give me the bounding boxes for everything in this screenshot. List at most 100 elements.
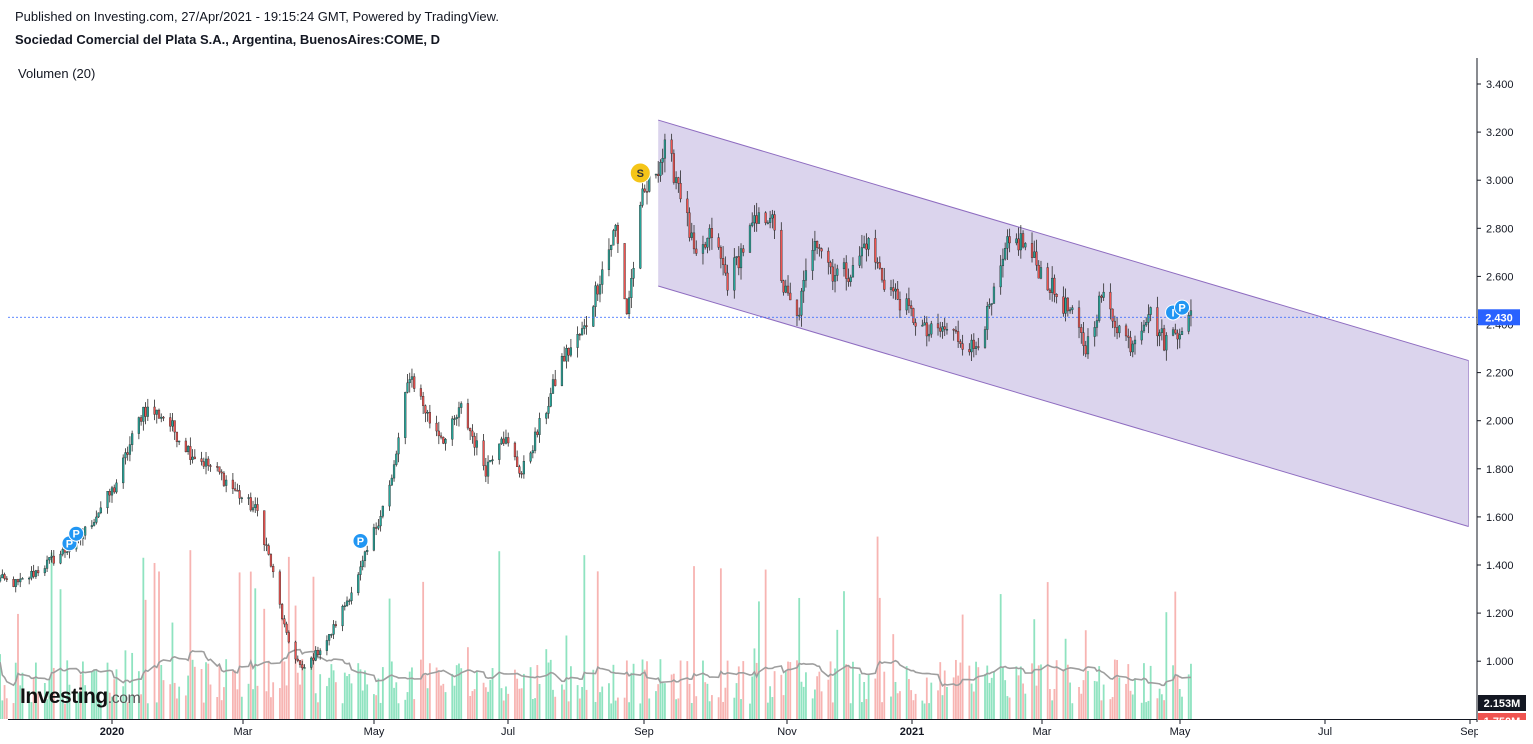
volume-bar: [1145, 702, 1148, 719]
volume-bar: [925, 677, 928, 719]
volume-bar: [97, 694, 100, 719]
candle: [357, 574, 360, 594]
candle: [312, 657, 315, 661]
candle: [157, 409, 161, 419]
candle: [1084, 345, 1087, 355]
candle: [0, 577, 2, 582]
volume-bar: [670, 674, 673, 719]
candle: [1102, 291, 1105, 298]
volume-bar: [923, 703, 926, 719]
marker-p-badge[interactable]: P: [1174, 299, 1191, 316]
volume-bar: [158, 571, 160, 719]
candle: [247, 497, 250, 499]
volume-bar: [111, 696, 113, 719]
volume-bar: [849, 703, 852, 719]
volume-bar: [440, 685, 442, 719]
volume-bar: [1156, 698, 1159, 719]
candle: [547, 405, 550, 414]
candle: [375, 527, 378, 529]
volume-bar: [946, 686, 948, 719]
candle: [193, 456, 196, 459]
x-tick-label: Sep: [1460, 726, 1480, 738]
candle: [757, 212, 761, 224]
volume-bar: [420, 659, 422, 719]
volume-bar: [155, 702, 158, 719]
candle: [753, 215, 756, 224]
volume-bar: [554, 696, 557, 719]
volume-bar: [1098, 666, 1101, 719]
volume-bar: [972, 691, 975, 719]
candle: [34, 570, 37, 577]
volume-bar: [314, 693, 317, 719]
volume-bar: [254, 588, 257, 719]
candle: [766, 222, 769, 224]
candle: [1093, 327, 1096, 337]
volume-bar: [19, 685, 22, 719]
candle: [889, 287, 893, 290]
candle: [225, 479, 228, 486]
y-tick-label: 2.200: [1486, 368, 1514, 380]
volume-bar: [724, 687, 727, 719]
candle: [1017, 238, 1020, 251]
volume-bar: [733, 697, 736, 719]
channel-upper-line[interactable]: [658, 119, 1469, 362]
candle: [679, 183, 682, 200]
candle: [316, 650, 320, 655]
volume-bar: [695, 696, 698, 719]
volume-bar: [1125, 683, 1127, 719]
volume-bar: [1031, 663, 1033, 719]
candle: [173, 420, 176, 433]
volume-bar: [491, 668, 494, 719]
volume-bar: [751, 676, 754, 719]
candle: [1071, 307, 1074, 310]
candle: [453, 418, 456, 420]
candle: [959, 341, 962, 344]
volume-bar: [270, 697, 272, 719]
marker-p-badge[interactable]: P: [68, 525, 85, 542]
candle: [90, 525, 93, 528]
volume-bar: [538, 684, 541, 719]
volume-bar: [1129, 690, 1132, 719]
volume-bar: [1040, 664, 1042, 719]
marker-p-badge[interactable]: P: [352, 532, 369, 549]
volume-bar: [1046, 582, 1049, 719]
candle: [1171, 329, 1175, 336]
candle: [905, 298, 908, 311]
candle: [708, 228, 711, 239]
x-tick-label: Nov: [777, 726, 797, 738]
candle: [1176, 332, 1179, 340]
volume-bar: [905, 666, 908, 719]
volume-bar: [990, 677, 993, 719]
volume-bar: [829, 661, 832, 719]
candle: [827, 250, 830, 263]
candle: [113, 487, 116, 493]
candle: [372, 527, 376, 551]
candle: [941, 326, 944, 332]
candle: [359, 566, 362, 575]
volume-bar: [1163, 700, 1165, 719]
channel-lower-line[interactable]: [658, 285, 1469, 527]
volume-bar: [1037, 665, 1040, 719]
volume-bar: [661, 683, 664, 719]
marker-s-badge[interactable]: S: [629, 162, 651, 184]
candle: [366, 550, 369, 552]
candle: [437, 430, 440, 437]
x-tick-label: Mar: [1033, 726, 1052, 738]
volume-bar: [489, 679, 492, 719]
candlesticks: [0, 133, 1193, 671]
candle: [28, 577, 31, 580]
volume-bar: [984, 673, 986, 719]
y-tick-label: 1.200: [1486, 608, 1514, 620]
candle: [169, 417, 172, 427]
volume-bar: [970, 683, 973, 719]
volume-bar: [299, 684, 301, 719]
candle: [388, 484, 391, 507]
candle: [187, 446, 190, 453]
marker-label: P: [66, 538, 73, 550]
candle: [811, 250, 814, 271]
volume-bar: [1019, 666, 1022, 719]
volume-bar: [0, 654, 1, 719]
volume-indicator-label[interactable]: Volumen (20): [18, 66, 96, 81]
candle: [345, 600, 349, 606]
